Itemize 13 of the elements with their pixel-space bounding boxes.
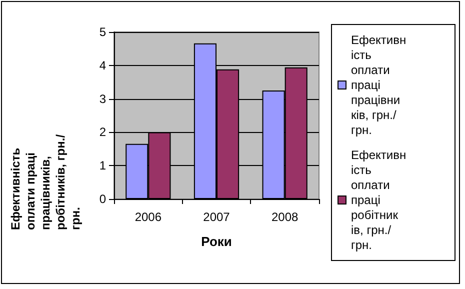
x-axis-title: Роки — [201, 234, 232, 249]
y-axis-title: Ефективність оплати праці працівників, робітників, грн./грн. — [8, 134, 82, 230]
y-tick-label: 1 — [99, 158, 106, 173]
y-tick-label: 4 — [99, 58, 106, 72]
x-tick-label: 2008 — [271, 210, 299, 224]
y-tick-label: 5 — [99, 25, 106, 39]
legend-label: Ефективність оплати праці робітників, грн./грн. — [351, 148, 406, 252]
y-tick-label: 0 — [99, 192, 106, 206]
legend-label: Ефективність оплати праці працівників, грн./грн. — [351, 33, 406, 137]
x-tick-label: 2007 — [203, 210, 230, 224]
y-tick-label: 2 — [99, 125, 106, 140]
y-tick-label: 3 — [99, 92, 106, 106]
x-tick-label: 2006 — [134, 210, 162, 224]
